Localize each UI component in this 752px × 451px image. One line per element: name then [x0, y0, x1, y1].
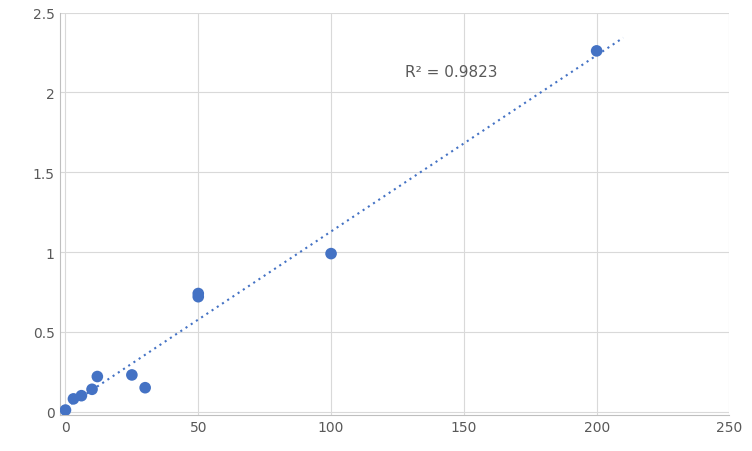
Point	[126, 372, 138, 379]
Point	[75, 392, 87, 400]
Point	[590, 48, 602, 55]
Point	[91, 373, 103, 380]
Point	[68, 396, 80, 403]
Text: R² = 0.9823: R² = 0.9823	[405, 65, 498, 80]
Point	[59, 406, 71, 414]
Point	[139, 384, 151, 391]
Point	[193, 290, 205, 298]
Point	[325, 250, 337, 258]
Point	[86, 386, 98, 393]
Point	[193, 294, 205, 301]
